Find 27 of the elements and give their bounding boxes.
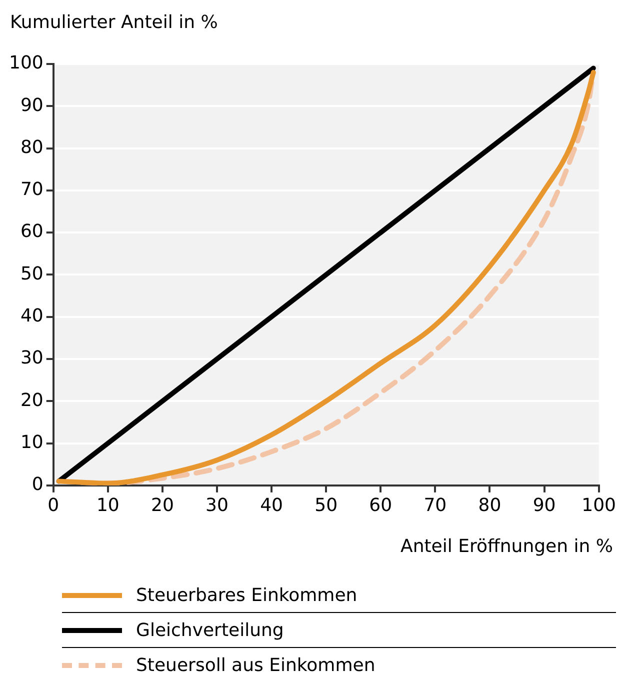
x-tick-label: 80 <box>478 494 502 516</box>
x-tick-label: 40 <box>260 494 283 516</box>
y-tick-label: 0 <box>32 474 44 496</box>
y-tick-label: 40 <box>20 306 44 327</box>
y-tick-label: 80 <box>20 136 44 158</box>
x-tick-label: 100 <box>582 494 616 516</box>
x-tick-label: 30 <box>206 494 228 516</box>
y-tick-label: 90 <box>20 94 44 116</box>
x-axis-title: Anteil Eröffnungen in % <box>400 536 613 557</box>
x-tick-label: 70 <box>424 494 447 516</box>
y-tick-label: 70 <box>20 179 44 200</box>
y-tick-label: 10 <box>20 432 44 453</box>
y-axis-title: Kumulierter Anteil in % <box>10 12 218 33</box>
x-tick-label: 0 <box>48 494 60 516</box>
y-tick-label: 60 <box>20 221 44 242</box>
x-tick-label: 60 <box>369 494 392 516</box>
y-tick-label: 50 <box>20 263 44 284</box>
legend-label: Steuerbares Einkommen <box>136 584 358 606</box>
legend-label: Steuersoll aus Einkommen <box>136 654 376 676</box>
legend-label: Gleichverteilung <box>136 620 284 640</box>
x-tick-label: 20 <box>150 494 174 516</box>
y-tick-label: 30 <box>20 348 44 369</box>
x-tick-label: 10 <box>96 494 120 516</box>
x-tick-label: 50 <box>314 494 338 516</box>
x-tick-label: 90 <box>532 494 556 516</box>
y-tick-label: 20 <box>20 390 44 411</box>
y-tick-label: 100 <box>8 52 44 74</box>
